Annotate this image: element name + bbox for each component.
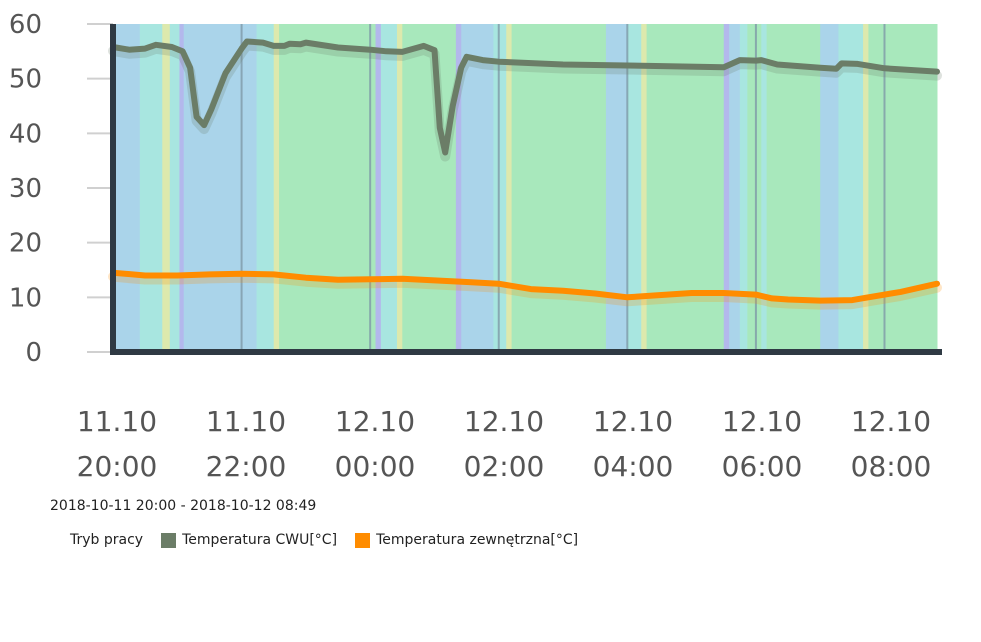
mode-band-12 — [402, 24, 457, 352]
mode-band-0 — [113, 24, 141, 352]
mode-band-4 — [179, 24, 185, 352]
legend-item-outdoor[interactable]: Temperatura zewnętrzna[°C] — [355, 532, 578, 548]
y-tick-label-0: 0 — [25, 338, 42, 368]
mode-band-18 — [605, 24, 628, 352]
mode-band-7 — [273, 24, 280, 352]
mode-band-17 — [511, 24, 607, 352]
mode-band-9 — [375, 24, 382, 352]
y-tick-label-1: 10 — [9, 283, 42, 313]
x-tick-label-date-4: 12.10 — [593, 405, 673, 438]
legend: Tryb pracy Temperatura CWU[°C] Temperatu… — [70, 532, 596, 548]
date-range: 2018-10-11 20:00 - 2018-10-12 08:49 — [50, 498, 317, 514]
mode-band-15 — [493, 24, 507, 352]
y-tick-labels: 0 10 20 30 40 50 60 — [9, 10, 42, 368]
y-tick-label-5: 50 — [9, 65, 42, 95]
y-tick-label-2: 20 — [9, 229, 42, 259]
legend-item-mode[interactable]: Tryb pracy — [70, 532, 143, 548]
y-tick-label-3: 30 — [9, 174, 42, 204]
x-tick-label-date-3: 12.10 — [464, 405, 544, 438]
axes — [110, 24, 942, 355]
x-tick-label-time-2: 00:00 — [335, 450, 416, 483]
x-tick-label-date-5: 12.10 — [722, 405, 802, 438]
y-tick-marks — [87, 23, 113, 353]
x-tick-label-time-1: 22:00 — [206, 450, 287, 483]
x-tick-label-time-6: 08:00 — [851, 450, 932, 483]
series-line-1 — [110, 269, 940, 304]
series-line-0 — [110, 38, 940, 156]
x-tick-label-time-0: 20:00 — [77, 450, 158, 483]
legend-label-outdoor: Temperatura zewnętrzna[°C] — [376, 532, 579, 548]
x-tick-label-date-6: 12.10 — [851, 405, 931, 438]
mode-band-26 — [761, 24, 768, 352]
mode-band-13 — [455, 24, 462, 352]
mode-band-10 — [380, 24, 398, 352]
legend-swatch-outdoor — [355, 532, 371, 548]
legend-item-cwu[interactable]: Temperatura CWU[°C] — [161, 532, 337, 548]
mode-band-16 — [506, 24, 513, 352]
mode-band-14 — [461, 24, 494, 352]
mode-band-19 — [627, 24, 642, 352]
mode-band-24 — [739, 24, 748, 352]
legend-mode-label: Tryb pracy — [70, 532, 144, 548]
mode-band-20 — [641, 24, 648, 352]
mode-band-30 — [863, 24, 869, 352]
mode-band-6 — [256, 24, 275, 352]
mode-band-1 — [139, 24, 163, 352]
mode-band-28 — [820, 24, 839, 352]
mode-band-2 — [162, 24, 171, 352]
x-tick-label-date-0: 11.10 — [77, 405, 157, 438]
mode-band-11 — [396, 24, 403, 352]
series-lines — [108, 38, 942, 310]
x-tick-label-date-1: 11.10 — [206, 405, 286, 438]
mode-band-25 — [747, 24, 762, 352]
mode-band-3 — [169, 24, 180, 352]
legend-swatch-cwu — [161, 532, 177, 548]
y-tick-label-6: 60 — [9, 10, 42, 40]
y-tick-label-4: 40 — [9, 119, 42, 149]
x-tick-label-time-3: 02:00 — [464, 450, 545, 483]
mode-band-22 — [723, 24, 730, 352]
chart: 0 10 20 30 40 50 60 11.10 20:00 11.10 22:00 12.10 0… — [9, 10, 942, 483]
x-tick-label-time-4: 04:00 — [593, 450, 674, 483]
x-tick-labels: 11.10 20:00 11.10 22:00 12.10 00:00 12.10 02:00… — [77, 405, 932, 483]
mode-band-23 — [729, 24, 741, 352]
legend-label-cwu: Temperatura CWU[°C] — [182, 532, 338, 548]
mode-band-8 — [279, 24, 377, 352]
x-tick-label-date-2: 12.10 — [335, 405, 415, 438]
series-shadow-1 — [108, 271, 942, 310]
x-tick-label-time-5: 06:00 — [722, 450, 803, 483]
